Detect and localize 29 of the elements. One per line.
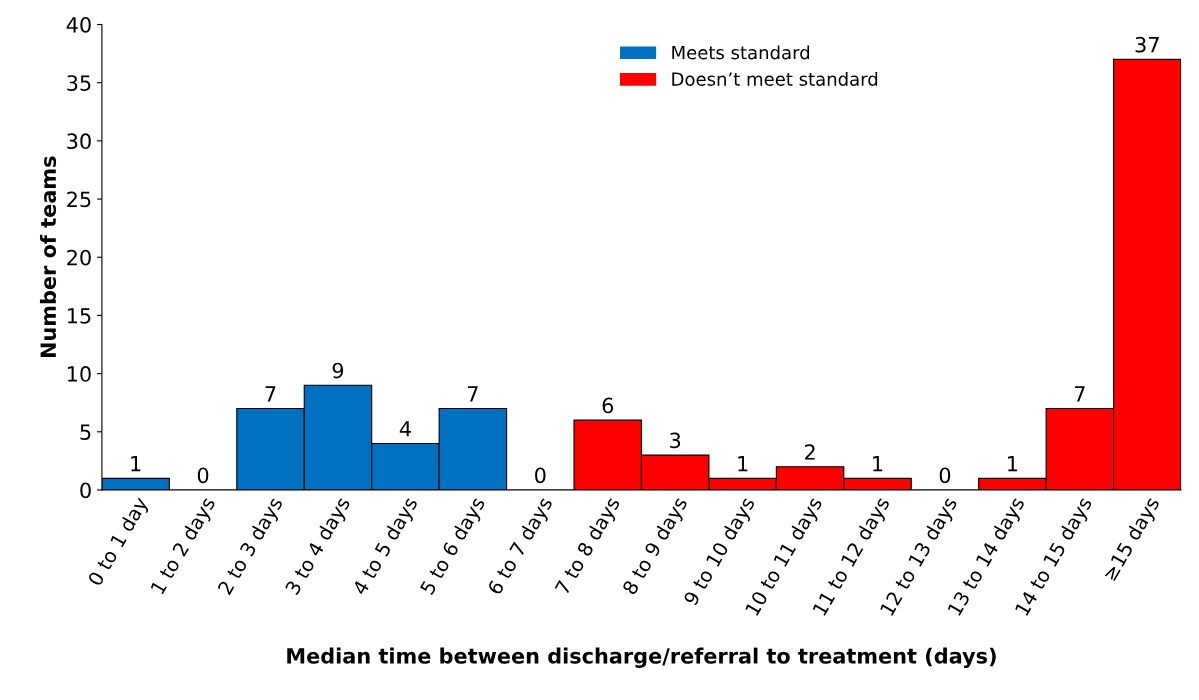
legend-label: Meets standard <box>672 45 810 60</box>
data-label: 7 <box>265 386 276 402</box>
data-label: 1 <box>1008 456 1018 472</box>
data-label: 9 <box>332 362 344 379</box>
data-label: 2 <box>804 444 815 460</box>
data-label: 4 <box>399 421 411 437</box>
y-tick-label: 15 <box>67 308 91 324</box>
y-tick-label: 0 <box>80 482 91 499</box>
data-label: 1 <box>873 456 883 472</box>
data-label: 37 <box>1135 36 1159 53</box>
data-label: 7 <box>467 386 478 402</box>
data-label: 0 <box>939 467 951 484</box>
y-tick-label: 35 <box>67 75 91 91</box>
x-axis-title: Median time between discharge/referral to treatment (days) <box>287 647 996 668</box>
data-label: 1 <box>131 456 141 472</box>
data-label: 1 <box>738 456 748 472</box>
y-tick-label: 10 <box>67 366 91 382</box>
data-label: 0 <box>535 467 546 484</box>
data-label: 7 <box>1074 386 1085 402</box>
y-axis-title: Number of teams <box>39 156 57 358</box>
y-tick-label: 30 <box>67 133 91 150</box>
data-label: 0 <box>197 467 209 484</box>
legend-label: Doesn’t meet standard <box>672 71 878 86</box>
y-tick-label: 5 <box>80 424 91 441</box>
y-tick-label: 25 <box>67 191 91 208</box>
y-tick-label: 20 <box>67 249 91 266</box>
data-label: 3 <box>670 432 681 449</box>
y-tick-label: 40 <box>66 16 91 33</box>
data-label: 6 <box>602 397 614 414</box>
